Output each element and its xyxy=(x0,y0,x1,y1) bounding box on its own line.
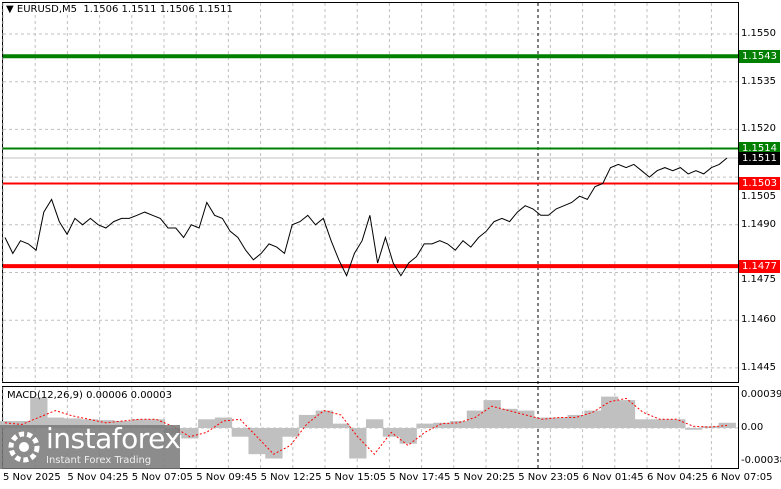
level-price-label: 1.1511 xyxy=(739,151,780,165)
macd-histogram-bar xyxy=(97,420,115,428)
macd-title: MACD(12,26,9) 0.00006 0.00003 xyxy=(7,390,173,401)
macd-histogram-bar xyxy=(349,428,367,459)
macd-histogram-bar xyxy=(416,423,434,428)
time-tick: 5 Nov 09:45 xyxy=(196,472,258,483)
macd-histogram-bar xyxy=(181,428,199,439)
price-tick: 1.1475 xyxy=(741,274,776,285)
macd-histogram-bar xyxy=(30,397,48,428)
macd-histogram-bar xyxy=(198,419,216,428)
macd-histogram-bar xyxy=(634,419,652,428)
price-tick-partial: 1.1505 xyxy=(741,191,776,202)
macd-histogram-bar xyxy=(231,428,249,437)
macd-histogram-bar xyxy=(685,428,703,430)
macd-histogram-bar xyxy=(533,417,552,428)
level-price-label: 1.1477 xyxy=(739,259,780,273)
macd-histogram-bar xyxy=(315,410,333,428)
price-tick: 1.1520 xyxy=(741,123,776,135)
price-tick: 1.1550 xyxy=(741,28,776,39)
macd-histogram-bar xyxy=(517,410,535,428)
macd-histogram-bar xyxy=(130,419,149,428)
macd-histogram-bar xyxy=(114,421,132,428)
level-price-label: 1.1543 xyxy=(739,49,780,63)
macd-histogram-bar xyxy=(500,408,518,428)
gear-logo-icon xyxy=(8,431,40,463)
macd-histogram-bar xyxy=(550,417,568,428)
macd-histogram-bar xyxy=(449,421,468,428)
macd-histogram-bar xyxy=(718,422,736,428)
macd-histogram-bar xyxy=(46,417,65,428)
time-tick: 5 Nov 07:05 xyxy=(131,472,193,483)
main-panel-frame xyxy=(2,2,739,383)
macd-histogram-bar xyxy=(601,396,619,428)
macd-histogram-bar xyxy=(483,400,501,428)
macd-histogram-bar xyxy=(282,428,300,437)
macd-histogram-bar xyxy=(80,419,98,428)
time-tick: 5 Nov 2025 xyxy=(3,472,61,483)
logo-tagline: Instant Forex Trading xyxy=(46,455,152,466)
macd-histogram-bar xyxy=(433,422,451,428)
time-tick: 5 Nov 12:25 xyxy=(260,472,322,483)
price-tick: 1.1490 xyxy=(741,218,776,230)
symbol-label: EURUSD,M5 xyxy=(16,4,77,15)
macd-histogram-bar xyxy=(0,421,14,428)
macd-signal-line xyxy=(4,397,728,455)
price-tick: 1.1535 xyxy=(741,75,776,87)
time-tick: 5 Nov 17:45 xyxy=(389,472,451,483)
macd-histogram-bar xyxy=(651,419,669,428)
macd-histogram-bar xyxy=(214,417,233,428)
macd-histogram-bar xyxy=(668,419,686,428)
level-price-label: 1.1503 xyxy=(739,176,780,190)
price-tick: 1.1445 xyxy=(741,361,776,373)
macd-histogram-bar xyxy=(248,428,266,455)
time-tick: 5 Nov 04:25 xyxy=(67,472,129,483)
price-tick: 1.1460 xyxy=(741,314,776,326)
macd-histogram-bar xyxy=(567,414,585,428)
time-tick: 6 Nov 01:45 xyxy=(582,472,644,483)
instaforex-logo: instaforex Instant Forex Trading xyxy=(0,422,181,469)
price-line xyxy=(4,157,728,277)
macd-histogram-bar xyxy=(584,410,602,428)
macd-histogram-bar xyxy=(298,414,317,428)
macd-histogram-bar xyxy=(147,419,166,428)
macd-histogram-bar xyxy=(332,423,350,428)
macd-tick: -0.00038 xyxy=(741,455,781,466)
macd-histogram-bar xyxy=(265,428,283,459)
macd-tick: 0.00039 xyxy=(741,389,781,400)
time-tick: 5 Nov 15:05 xyxy=(325,472,387,483)
macd-histogram-bar xyxy=(617,400,636,428)
time-tick: 6 Nov 04:25 xyxy=(647,472,709,483)
chart-title: ▼ EURUSD,M5 1.1506 1.1511 1.1506 1.1511 xyxy=(6,4,235,15)
macd-histogram-bar xyxy=(399,428,417,444)
macd-histogram-bar xyxy=(63,418,82,428)
macd-histogram-bar xyxy=(366,419,384,428)
logo-brand: instaforex xyxy=(46,422,181,455)
ohlc-values: 1.1506 1.1511 1.1506 1.1511 xyxy=(83,4,233,15)
time-tick: 5 Nov 23:05 xyxy=(518,472,580,483)
time-tick: 5 Nov 20:25 xyxy=(453,472,515,483)
macd-tick: 0.00 xyxy=(741,422,764,433)
time-tick: 6 Nov 07:05 xyxy=(711,472,773,483)
